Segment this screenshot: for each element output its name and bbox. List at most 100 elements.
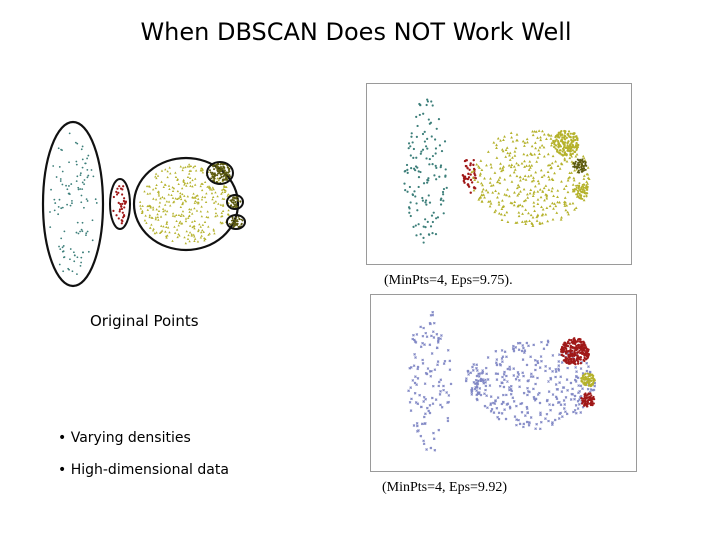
point-cluster-olive [536, 136, 539, 139]
point-cluster-olive [567, 176, 570, 180]
point-cluster-olive [513, 191, 516, 194]
point-noise [512, 374, 516, 377]
point-dense [219, 221, 222, 224]
point-noise [547, 419, 550, 423]
point-cluster-olive [511, 156, 514, 159]
point-noise [523, 349, 527, 352]
point-cluster-teal [406, 171, 409, 174]
point-cluster-olive [566, 190, 570, 194]
point-noise [547, 380, 550, 383]
point-noise [557, 417, 561, 420]
point-cluster-olive [481, 187, 485, 191]
point-noise [486, 406, 489, 410]
point-cluster-olive [575, 168, 579, 171]
point-cluster-olive [533, 184, 537, 188]
point-cluster-olive [537, 148, 541, 152]
point-noise [442, 388, 445, 392]
point-sparse [80, 261, 83, 264]
point-cluster-teal [405, 163, 409, 167]
point-noise [555, 397, 559, 401]
point-noise [515, 404, 518, 408]
original-points-plot [41, 120, 246, 288]
point-noise [500, 381, 503, 384]
point-very-dense [218, 177, 221, 180]
point-cluster-red [564, 360, 567, 363]
point-dense [182, 178, 185, 181]
point-cluster-teal [425, 157, 428, 160]
point-dense [161, 207, 165, 210]
point-very-dense [236, 220, 239, 223]
point-cluster-olive-dense [576, 165, 579, 168]
point-cluster-olive [587, 384, 590, 387]
point-cluster-olive [495, 156, 499, 159]
point-noise [559, 411, 563, 415]
point-noise [435, 346, 439, 350]
point-cluster-olive [502, 138, 505, 142]
point-dense [169, 172, 172, 175]
point-cluster-teal [436, 216, 440, 219]
point-cluster-olive [521, 139, 525, 143]
point-cluster-teal [415, 202, 418, 205]
point-noise [526, 386, 529, 390]
point-dense [199, 210, 202, 213]
point-cluster-olive [551, 154, 555, 158]
point-cluster-olive-dense [571, 152, 574, 155]
point-dense [198, 223, 201, 226]
point-dense [161, 195, 164, 199]
point-dense [190, 233, 193, 236]
point-cluster-red [578, 349, 581, 353]
point-dense [212, 195, 215, 198]
point-noise [464, 379, 468, 383]
point-cluster-olive-dense [577, 190, 580, 193]
point-dense [188, 231, 192, 234]
point-noise [412, 333, 415, 337]
point-very-dense [235, 195, 238, 198]
point-cluster-teal [439, 166, 442, 169]
point-noise [494, 349, 498, 353]
point-noise [478, 372, 482, 375]
point-cluster-teal [426, 100, 430, 103]
point-noise [489, 395, 493, 398]
point-dense [156, 213, 159, 216]
point-cluster-olive [551, 201, 554, 205]
point-cluster-red-small [590, 394, 593, 397]
point-cluster-olive [552, 194, 555, 197]
point-cluster-olive-dense [583, 189, 586, 192]
result-plot-eps-9-92 [370, 294, 637, 472]
point-cluster-teal [423, 140, 426, 143]
point-cluster-red [468, 168, 471, 171]
point-noise [433, 448, 437, 452]
point-dense [192, 233, 195, 236]
point-noise [479, 378, 483, 382]
point-cluster-olive-dense [580, 197, 583, 200]
point-noise [555, 387, 559, 391]
point-cluster-olive [517, 211, 521, 214]
point-dense [162, 225, 165, 228]
point-cluster-olive [520, 161, 524, 165]
point-noise [538, 366, 542, 369]
point-cluster-teal [415, 135, 418, 138]
point-dense [188, 176, 192, 180]
point-noise [505, 374, 508, 378]
point-noise [443, 359, 447, 363]
point-cluster-olive [517, 163, 520, 167]
point-cluster-olive [546, 133, 550, 136]
point-noise [419, 434, 423, 438]
point-noise [526, 379, 530, 383]
point-cluster-olive [544, 213, 548, 216]
point-cluster-red [469, 163, 472, 167]
point-noise [517, 379, 521, 382]
point-noise [561, 386, 565, 389]
point-sparse [49, 211, 51, 213]
point-cluster-olive [580, 377, 583, 380]
point-dense [146, 204, 149, 208]
point-noise [423, 343, 426, 346]
point-cluster-olive-dense [571, 144, 575, 147]
point-cluster-olive [499, 162, 502, 165]
point-medium [115, 190, 118, 193]
point-cluster-red-small [586, 400, 589, 403]
point-very-dense [220, 175, 223, 178]
point-cluster-olive [478, 166, 481, 169]
point-cluster-olive [479, 195, 483, 199]
point-cluster-olive [549, 134, 553, 137]
